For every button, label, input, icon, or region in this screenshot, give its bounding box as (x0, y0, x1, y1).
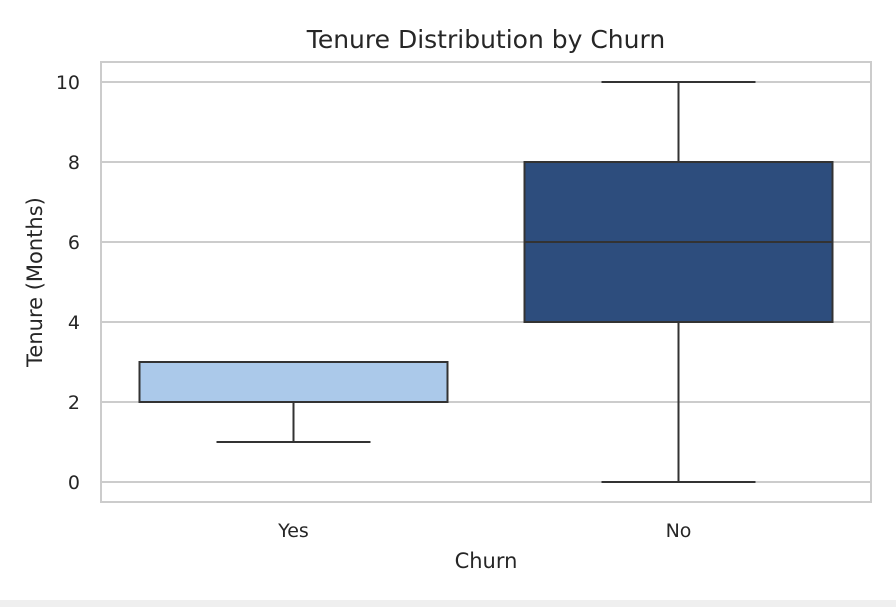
y-tick-label-0: 0 (68, 472, 80, 494)
y-tick-label-2: 2 (68, 392, 80, 414)
y-tick-label-8: 8 (68, 152, 80, 174)
y-tick-label-4: 4 (68, 312, 80, 334)
box-yes (138, 361, 449, 403)
y-tick-label-6: 6 (68, 232, 80, 254)
x-axis-label: Churn (455, 549, 518, 573)
x-tick-label-yes: Yes (277, 520, 309, 542)
y-tick-label-10: 10 (56, 72, 80, 94)
x-tick-labels: Yes No (277, 520, 691, 542)
y-axis-label: Tenure (Months) (23, 197, 47, 368)
y-tick-labels: 0 2 4 6 8 10 (56, 72, 80, 494)
x-tick-label-no: No (666, 520, 692, 542)
box-group-yes (138, 361, 449, 443)
boxes (138, 81, 834, 483)
footer-strip (0, 600, 896, 607)
chart-title: Tenure Distribution by Churn (306, 25, 665, 54)
box-group-no (523, 81, 834, 483)
